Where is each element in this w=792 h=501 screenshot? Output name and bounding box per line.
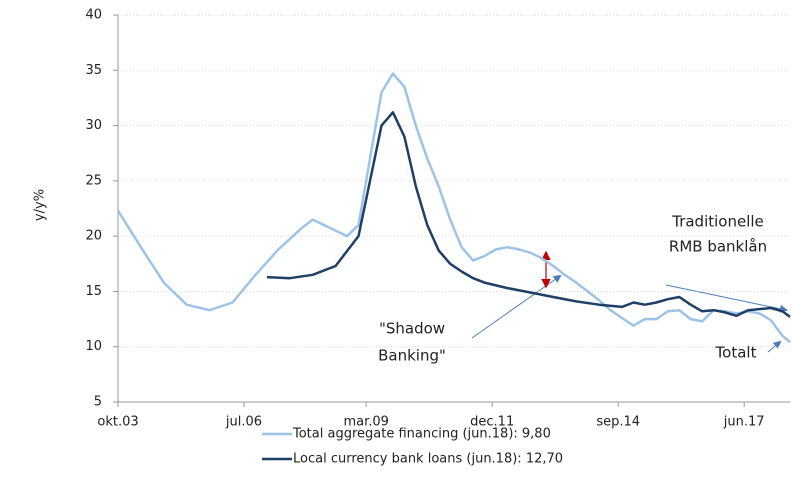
annotation: Banking"	[378, 347, 446, 365]
y-tick-label: 25	[85, 173, 102, 188]
legend-label: Total aggregate financing (jun.18): 9,80	[292, 427, 551, 442]
annotation: "Shadow	[379, 320, 445, 338]
y-tick-label: 5	[94, 395, 102, 410]
legend-label: Local currency bank loans (jun.18): 12,7…	[293, 452, 563, 467]
x-tick-label: jul.06	[225, 415, 262, 430]
x-tick-label: dec.11	[470, 415, 514, 430]
annotation: RMB banklån	[669, 238, 767, 256]
line-series	[266, 111, 791, 318]
x-tick-label: mar.09	[343, 415, 388, 430]
y-axis-label: y/y%	[33, 189, 48, 221]
x-tick-label: jun.17	[723, 415, 765, 430]
annotation: Totalt	[715, 344, 757, 362]
y-tick-label: 40	[85, 8, 102, 23]
y-tick-label: 30	[85, 118, 102, 133]
annotation: Traditionelle	[671, 213, 764, 231]
arrow	[767, 340, 782, 353]
line-series	[116, 72, 791, 344]
y-tick-label: 35	[85, 63, 102, 78]
y-tick-label: 15	[85, 284, 102, 299]
arrow	[471, 274, 562, 339]
y-tick-label: 20	[85, 229, 102, 244]
x-tick-label: okt.03	[97, 415, 138, 430]
y-tick-label: 10	[85, 339, 102, 354]
arrow	[665, 284, 788, 313]
x-tick-label: sep.14	[596, 415, 640, 430]
